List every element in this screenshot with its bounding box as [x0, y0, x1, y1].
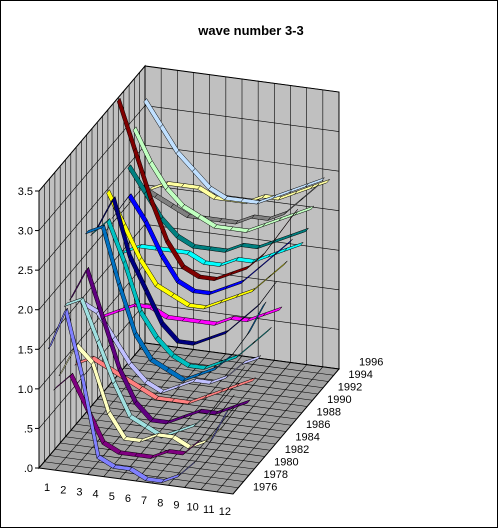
value-tick-label: 2.5: [18, 265, 33, 277]
category-tick-label: 5: [109, 491, 115, 503]
gridline-floor-category: [87, 349, 194, 475]
chart-title: wave number 3-3: [197, 23, 304, 38]
gridline-floor-category: [184, 362, 291, 488]
ribbon-segment: [116, 97, 137, 152]
value-axis-labels: .0 .5 1.0 1.5 2.0 2.5 3.0 3.5: [18, 186, 39, 475]
category-tick-label: 9: [173, 499, 179, 511]
category-tick-label: 8: [157, 497, 163, 509]
category-tick-label: 3: [76, 486, 82, 498]
value-tick-label: 1.5: [18, 344, 33, 356]
depth-tick-label: 1980: [274, 457, 298, 469]
ribbon-segment: [84, 224, 106, 235]
series-ribbon-1975: [48, 307, 230, 484]
value-tick-label: 3.5: [18, 186, 33, 198]
gridline-floor-category: [200, 364, 307, 490]
series-ribbon-1988: [116, 97, 299, 282]
series-ribbon-1992: [138, 183, 320, 225]
series-ribbon-1978: [63, 296, 246, 439]
depth-tick-label: 1982: [285, 444, 309, 456]
series-ribbon-1981: [79, 299, 262, 395]
gridline-floor-category: [71, 347, 178, 473]
depth-axis-labels: 1976197819801982198419861988199019921994…: [253, 357, 383, 494]
depth-tick-label: 1992: [338, 382, 362, 394]
gridline-floor-category: [216, 366, 324, 493]
series-ribbon-1982: [84, 224, 267, 383]
value-tick-label: .0: [24, 463, 33, 475]
value-tick-label: 2.0: [18, 305, 33, 317]
series-ribbon-1984: [95, 195, 277, 346]
ribbon-segment: [48, 307, 68, 350]
series-ribbon-1976: [53, 372, 235, 460]
depth-tick-label: 1990: [327, 394, 351, 406]
chart-walls: [38, 64, 340, 495]
ribbon-segment: [69, 267, 89, 301]
series-ribbon-1991: [132, 126, 315, 234]
depth-tick-label: 1976: [253, 482, 277, 494]
category-tick-label: 1: [44, 482, 50, 494]
depth-tick-label: 1986: [306, 419, 330, 431]
category-tick-label: 11: [203, 504, 214, 516]
series-ribbon-1983: [90, 218, 272, 371]
category-tick-label: 12: [219, 506, 231, 518]
series-ribbons: [48, 97, 331, 484]
category-tick-label: 10: [186, 502, 198, 514]
depth-tick-label: 1984: [295, 432, 319, 444]
ribbon-segment: [63, 296, 85, 308]
category-axis-labels: 1 2 3 4 5 6 7 8 9 10 11 12: [44, 482, 231, 518]
gridline-floor-category: [232, 368, 340, 495]
value-tick-label: 1.0: [18, 384, 33, 396]
depth-tick-label: 1978: [264, 469, 288, 481]
ribbon-segment: [143, 98, 164, 129]
category-tick-label: 4: [93, 489, 99, 501]
ribbon-segment: [58, 342, 79, 377]
ribbon-segment: [132, 126, 153, 165]
depth-tick-label: 1994: [348, 369, 372, 381]
value-tick-label: 3.0: [18, 226, 33, 238]
value-tick-label: .5: [24, 423, 33, 435]
series-ribbon-1977: [58, 342, 240, 450]
gridline-floor-category: [151, 357, 259, 484]
gridline-floor-category: [103, 351, 210, 477]
depth-tick-label: 1996: [359, 357, 383, 369]
category-tick-label: 6: [125, 493, 131, 505]
series-ribbon-1980: [74, 355, 257, 405]
category-tick-label: 7: [141, 495, 147, 507]
gridline-floor-category: [119, 353, 227, 480]
category-tick-label: 2: [60, 484, 66, 496]
ribbon-segment: [53, 372, 73, 391]
depth-tick-label: 1988: [317, 407, 341, 419]
series-ribbon-1993: [143, 98, 326, 205]
series-ribbon-1979: [69, 266, 251, 425]
